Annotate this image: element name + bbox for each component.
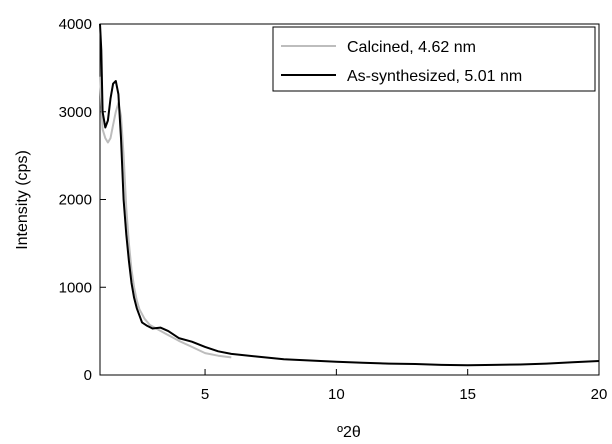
x-tick-label: 20	[591, 386, 608, 403]
x-tick-label: 10	[328, 386, 345, 403]
x-axis-label: º2θ	[337, 424, 361, 441]
y-tick-label: 4000	[59, 16, 92, 33]
x-tick-label: 5	[201, 386, 209, 403]
y-tick-label: 0	[84, 367, 92, 384]
legend-label-as-synthesized: As-synthesized, 5.01 nm	[347, 68, 522, 85]
x-axis-ticks: 5 10 15 20	[201, 369, 607, 403]
y-tick-label: 2000	[59, 192, 92, 209]
y-axis-label: Intensity (cps)	[14, 150, 31, 250]
series-layer	[99, 23, 600, 367]
series-line-calcined	[99, 76, 232, 359]
series-line-as-synthesized	[99, 23, 600, 367]
y-tick-label: 1000	[59, 279, 92, 296]
x-tick-label: 15	[459, 386, 476, 403]
legend-box	[272, 26, 596, 92]
y-axis-ticks: 0 1000 2000 3000 4000	[59, 16, 106, 384]
legend: Calcined, 4.62 nm As-synthesized, 5.01 n…	[272, 26, 596, 92]
legend-label-calcined: Calcined, 4.62 nm	[347, 39, 476, 56]
y-tick-label: 3000	[59, 104, 92, 121]
